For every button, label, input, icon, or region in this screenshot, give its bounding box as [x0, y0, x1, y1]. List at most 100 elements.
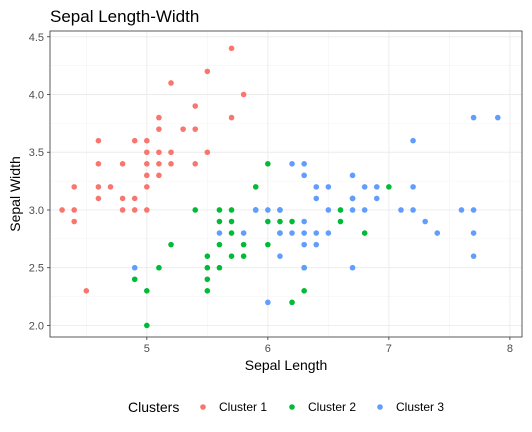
- x-axis-title: Sepal Length: [245, 357, 328, 373]
- data-point-cluster-2: [204, 253, 211, 259]
- legend-label-cluster-1: Cluster 1: [219, 400, 267, 414]
- data-point-cluster-2: [216, 264, 223, 271]
- data-point-cluster-1: [71, 218, 78, 225]
- data-point-cluster-3: [458, 207, 465, 213]
- data-point-cluster-1: [144, 160, 150, 167]
- data-point-cluster-3: [434, 230, 441, 236]
- data-point-cluster-3: [470, 230, 477, 236]
- data-point-cluster-1: [192, 103, 199, 109]
- legend-label-cluster-2: Cluster 2: [308, 400, 356, 414]
- data-point-cluster-2: [289, 299, 295, 306]
- data-point-cluster-1: [131, 207, 138, 213]
- data-point-cluster-1: [156, 126, 162, 132]
- legend-title: Clusters: [128, 399, 179, 415]
- data-point-cluster-1: [131, 137, 138, 144]
- data-point-cluster-2: [204, 264, 211, 271]
- data-point-cluster-1: [71, 207, 78, 213]
- data-point-cluster-2: [361, 230, 368, 236]
- data-point-cluster-2: [228, 230, 235, 236]
- y-tick-label: 2.0: [29, 320, 44, 332]
- data-point-cluster-2: [240, 241, 247, 248]
- data-point-cluster-1: [192, 126, 199, 132]
- data-point-cluster-3: [325, 230, 332, 236]
- data-point-cluster-2: [386, 184, 392, 190]
- data-point-cluster-1: [95, 160, 102, 167]
- legend: Clusters Cluster 1 Cluster 2 Cluster 3: [128, 399, 444, 415]
- data-point-cluster-3: [277, 230, 283, 236]
- data-point-cluster-1: [71, 184, 78, 190]
- data-point-cluster-3: [301, 172, 307, 179]
- data-point-cluster-3: [349, 172, 356, 179]
- data-point-cluster-1: [204, 68, 211, 75]
- data-point-cluster-3: [301, 230, 307, 236]
- data-point-cluster-3: [131, 264, 138, 271]
- data-point-cluster-2: [228, 218, 235, 225]
- data-point-cluster-2: [204, 288, 211, 294]
- data-point-cluster-3: [470, 207, 477, 213]
- data-point-cluster-2: [216, 218, 223, 225]
- data-point-cluster-3: [301, 160, 307, 167]
- data-points: [59, 45, 501, 329]
- data-point-cluster-3: [410, 184, 416, 190]
- data-point-cluster-1: [180, 126, 186, 132]
- data-point-cluster-1: [95, 195, 102, 202]
- y-axis-title: Sepal Width: [7, 156, 23, 231]
- data-point-cluster-2: [144, 288, 150, 294]
- data-point-cluster-1: [144, 184, 150, 190]
- legend-key-cluster-2: [289, 404, 295, 410]
- data-point-cluster-1: [119, 195, 126, 202]
- data-point-cluster-3: [349, 207, 356, 213]
- data-point-cluster-3: [470, 253, 477, 259]
- data-point-cluster-2: [301, 288, 307, 294]
- data-point-cluster-2: [228, 253, 235, 259]
- x-tick-label: 8: [507, 343, 513, 355]
- data-point-cluster-1: [83, 288, 90, 294]
- y-tick-label: 3.0: [29, 205, 44, 217]
- x-tick-label: 5: [144, 343, 150, 355]
- x-tick-label: 7: [386, 343, 392, 355]
- data-point-cluster-1: [119, 160, 126, 167]
- data-point-cluster-1: [228, 114, 235, 121]
- data-point-cluster-1: [168, 149, 174, 156]
- data-point-cluster-3: [289, 230, 295, 236]
- data-point-cluster-3: [373, 184, 380, 190]
- data-point-cluster-3: [277, 207, 283, 213]
- data-point-cluster-3: [325, 184, 332, 190]
- data-point-cluster-2: [216, 241, 223, 248]
- y-tick-label: 4.5: [29, 32, 44, 44]
- data-point-cluster-3: [313, 184, 320, 190]
- data-point-cluster-3: [240, 230, 247, 236]
- data-point-cluster-1: [144, 207, 150, 213]
- y-tick-label: 2.5: [29, 263, 44, 275]
- data-point-cluster-2: [228, 207, 235, 213]
- data-point-cluster-3: [265, 207, 271, 213]
- data-point-cluster-3: [313, 195, 320, 202]
- data-point-cluster-3: [422, 218, 428, 225]
- data-point-cluster-1: [156, 114, 162, 121]
- axis-ticks: 5 6 7 8 2.0 2.5 3.0 3.5 4.0 4.5: [29, 32, 513, 355]
- data-point-cluster-3: [325, 207, 332, 213]
- x-tick-label: 6: [265, 343, 271, 355]
- data-point-cluster-2: [277, 218, 283, 225]
- data-point-cluster-1: [156, 172, 162, 179]
- data-point-cluster-3: [361, 207, 368, 213]
- data-point-cluster-3: [410, 137, 416, 144]
- data-point-cluster-1: [240, 91, 247, 98]
- data-point-cluster-1: [192, 160, 199, 167]
- data-point-cluster-1: [95, 137, 102, 144]
- data-point-cluster-3: [301, 241, 307, 248]
- data-point-cluster-1: [156, 149, 162, 156]
- data-point-cluster-3: [289, 160, 295, 167]
- data-point-cluster-2: [204, 276, 211, 283]
- data-point-cluster-1: [168, 160, 174, 167]
- data-point-cluster-1: [144, 137, 150, 144]
- data-point-cluster-1: [156, 160, 162, 167]
- data-point-cluster-3: [398, 207, 404, 213]
- data-point-cluster-2: [240, 253, 247, 259]
- data-point-cluster-2: [192, 207, 199, 213]
- grid: [50, 31, 522, 337]
- data-point-cluster-1: [119, 207, 126, 213]
- data-point-cluster-3: [494, 114, 501, 121]
- data-point-cluster-2: [216, 207, 223, 213]
- data-point-cluster-2: [131, 276, 138, 283]
